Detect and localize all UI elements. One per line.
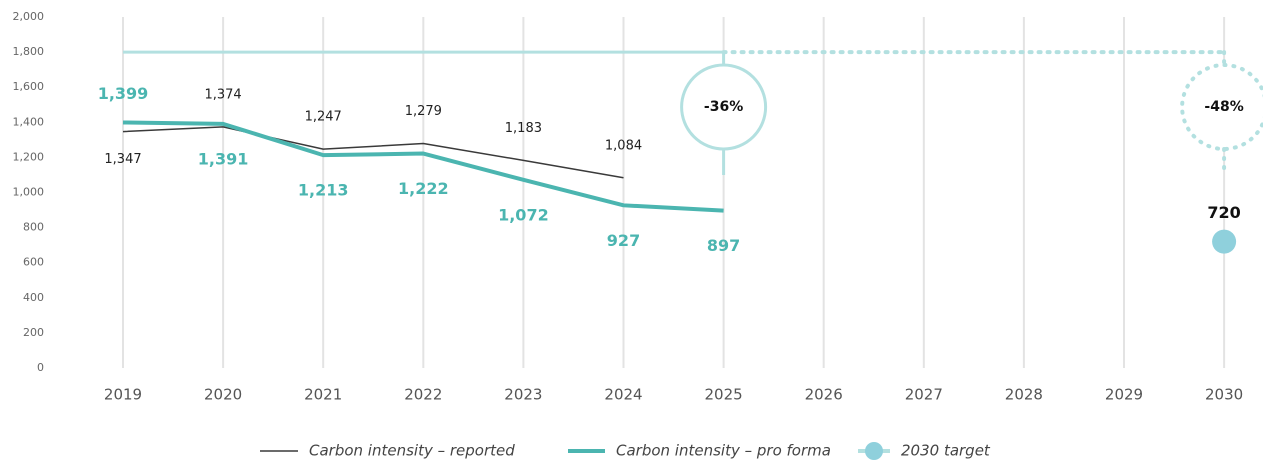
y-tick-label: 400: [23, 291, 44, 304]
data-label: 897: [707, 236, 740, 255]
annotation-label: -36%: [704, 99, 743, 115]
x-tick-label: 2028: [1005, 386, 1043, 404]
y-tick-label: 1,200: [13, 150, 45, 163]
x-tick-label: 2022: [404, 386, 442, 404]
y-tick-label: 200: [23, 326, 44, 339]
legend-label: Carbon intensity – pro forma: [616, 442, 831, 460]
legend-label: 2030 target: [901, 442, 991, 460]
target-point: [1212, 229, 1237, 254]
legend-label: Carbon intensity – reported: [309, 442, 515, 460]
data-label: 1,399: [98, 84, 149, 103]
series-line: [122, 126, 624, 179]
x-tick-label: 2030: [1205, 386, 1243, 404]
data-label: 1,072: [498, 205, 549, 224]
data-label: 1,347: [104, 152, 141, 167]
data-label: 927: [607, 231, 640, 250]
y-tick-label: 800: [23, 221, 44, 234]
annotation-label: -48%: [1204, 99, 1243, 115]
x-tick-label: 2019: [104, 386, 142, 404]
x-tick-label: 2024: [604, 386, 642, 404]
y-tick-label: 1,800: [13, 45, 45, 58]
y-tick-label: 600: [23, 256, 44, 269]
x-tick-label: 2023: [504, 386, 542, 404]
data-label: 1,222: [398, 179, 449, 198]
x-tick-label: 2020: [204, 386, 242, 404]
data-label: 1,084: [605, 138, 642, 153]
y-tick-label: 1,400: [13, 115, 45, 128]
y-tick-label: 1,000: [13, 186, 45, 199]
data-label: 1,391: [198, 149, 249, 168]
x-tick-label: 2027: [905, 386, 943, 404]
x-tick-label: 2026: [805, 386, 843, 404]
data-label: 1,183: [505, 121, 542, 136]
y-tick-label: 0: [37, 361, 44, 374]
x-tick-label: 2021: [304, 386, 342, 404]
x-tick-label: 2029: [1105, 386, 1143, 404]
data-label: 1,279: [405, 104, 442, 119]
x-tick-label: 2025: [705, 386, 743, 404]
data-label: 1,247: [305, 110, 342, 125]
y-tick-label: 2,000: [13, 10, 45, 23]
data-label: 1,374: [204, 87, 241, 102]
data-label: 1,213: [298, 181, 349, 200]
legend-swatch-dot: [865, 442, 883, 460]
series-line: [122, 120, 724, 213]
data-label: 720: [1207, 203, 1240, 222]
y-tick-label: 1,600: [13, 80, 45, 93]
